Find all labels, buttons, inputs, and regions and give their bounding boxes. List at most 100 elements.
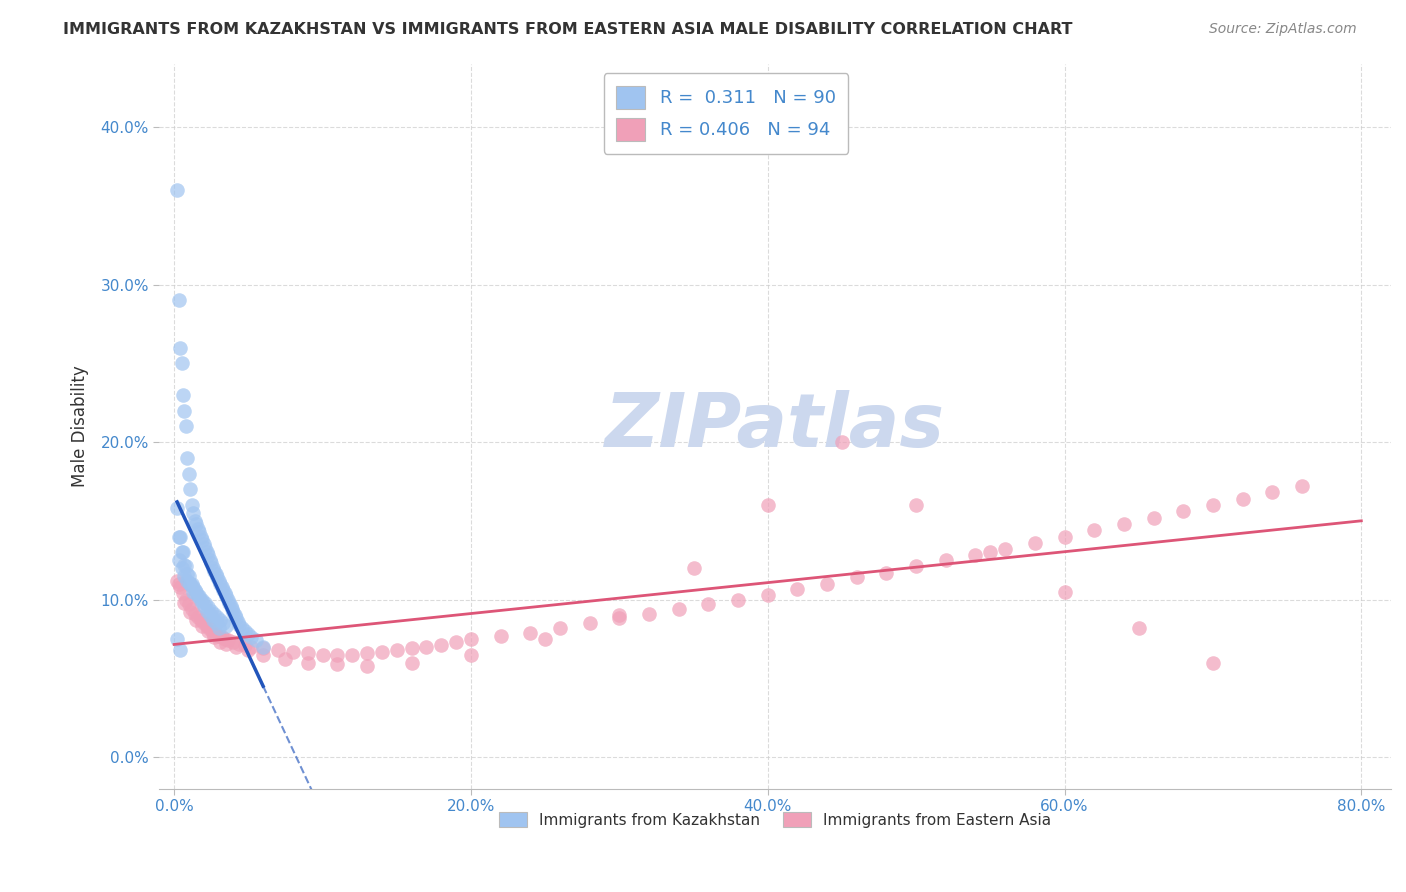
Point: [195, 603, 218, 617]
Point: [179, 483, 201, 497]
Text: IMMIGRANTS FROM KAZAKHSTAN VS IMMIGRANTS FROM EASTERN ASIA MALE DISABILITY CORRE: IMMIGRANTS FROM KAZAKHSTAN VS IMMIGRANTS…: [63, 22, 1073, 37]
Point: [340, 648, 363, 662]
Point: [228, 637, 250, 651]
Point: [188, 590, 211, 604]
Point: [195, 545, 218, 559]
Point: [169, 529, 191, 543]
Point: [326, 657, 349, 672]
Point: [207, 629, 229, 643]
Point: [756, 588, 779, 602]
Point: [215, 637, 238, 651]
Point: [240, 630, 263, 644]
Point: [190, 613, 212, 627]
Point: [209, 576, 232, 591]
Point: [166, 183, 188, 197]
Point: [167, 529, 190, 543]
Point: [166, 501, 188, 516]
Point: [226, 615, 249, 629]
Point: [204, 567, 226, 582]
Point: [200, 603, 222, 617]
Point: [965, 549, 987, 563]
Point: [174, 559, 197, 574]
Point: [252, 648, 274, 662]
Point: [172, 586, 194, 600]
Point: [875, 566, 897, 580]
Point: [356, 646, 378, 660]
Point: [233, 638, 256, 652]
Point: [198, 553, 221, 567]
Point: [222, 605, 245, 619]
Point: [1291, 479, 1313, 493]
Point: [205, 570, 228, 584]
Point: [444, 635, 467, 649]
Point: [176, 567, 198, 582]
Point: [183, 580, 205, 594]
Point: [252, 641, 274, 656]
Text: Source: ZipAtlas.com: Source: ZipAtlas.com: [1209, 22, 1357, 37]
Point: [297, 646, 319, 660]
Point: [177, 467, 200, 481]
Point: [173, 403, 195, 417]
Point: [207, 574, 229, 588]
Point: [209, 613, 232, 627]
Point: [180, 576, 202, 591]
Point: [193, 616, 215, 631]
Point: [173, 569, 195, 583]
Point: [371, 644, 394, 658]
Point: [214, 632, 236, 646]
Point: [215, 619, 238, 633]
Point: [186, 613, 208, 627]
Point: [212, 583, 235, 598]
Point: [194, 541, 217, 555]
Point: [668, 602, 690, 616]
Point: [519, 625, 541, 640]
Point: [1142, 510, 1164, 524]
Point: [831, 435, 853, 450]
Point: [211, 630, 233, 644]
Point: [170, 545, 193, 559]
Point: [167, 293, 190, 308]
Point: [180, 602, 202, 616]
Point: [224, 608, 246, 623]
Point: [205, 610, 228, 624]
Point: [188, 524, 211, 539]
Point: [607, 608, 630, 623]
Point: [177, 597, 200, 611]
Point: [201, 613, 224, 627]
Point: [174, 592, 197, 607]
Point: [1261, 485, 1284, 500]
Point: [401, 656, 423, 670]
Point: [225, 640, 247, 654]
Point: [238, 643, 260, 657]
Point: [231, 621, 253, 635]
Point: [172, 545, 194, 559]
Point: [1053, 529, 1076, 543]
Point: [197, 549, 219, 563]
Point: [170, 561, 193, 575]
Point: [187, 522, 209, 536]
Point: [430, 638, 453, 652]
Point: [219, 599, 242, 613]
Point: [1128, 621, 1150, 635]
Point: [311, 648, 333, 662]
Point: [169, 580, 191, 594]
Point: [756, 498, 779, 512]
Point: [1232, 491, 1254, 506]
Point: [578, 616, 600, 631]
Point: [198, 623, 221, 637]
Point: [786, 582, 808, 596]
Point: [1053, 584, 1076, 599]
Point: [167, 576, 190, 591]
Point: [1202, 656, 1225, 670]
Point: [209, 635, 232, 649]
Point: [401, 641, 423, 656]
Point: [184, 607, 207, 621]
Point: [193, 599, 215, 613]
Point: [1024, 536, 1046, 550]
Point: [905, 559, 928, 574]
Point: [727, 592, 749, 607]
Point: [202, 607, 225, 621]
Point: [176, 450, 198, 465]
Point: [169, 341, 191, 355]
Point: [245, 633, 267, 648]
